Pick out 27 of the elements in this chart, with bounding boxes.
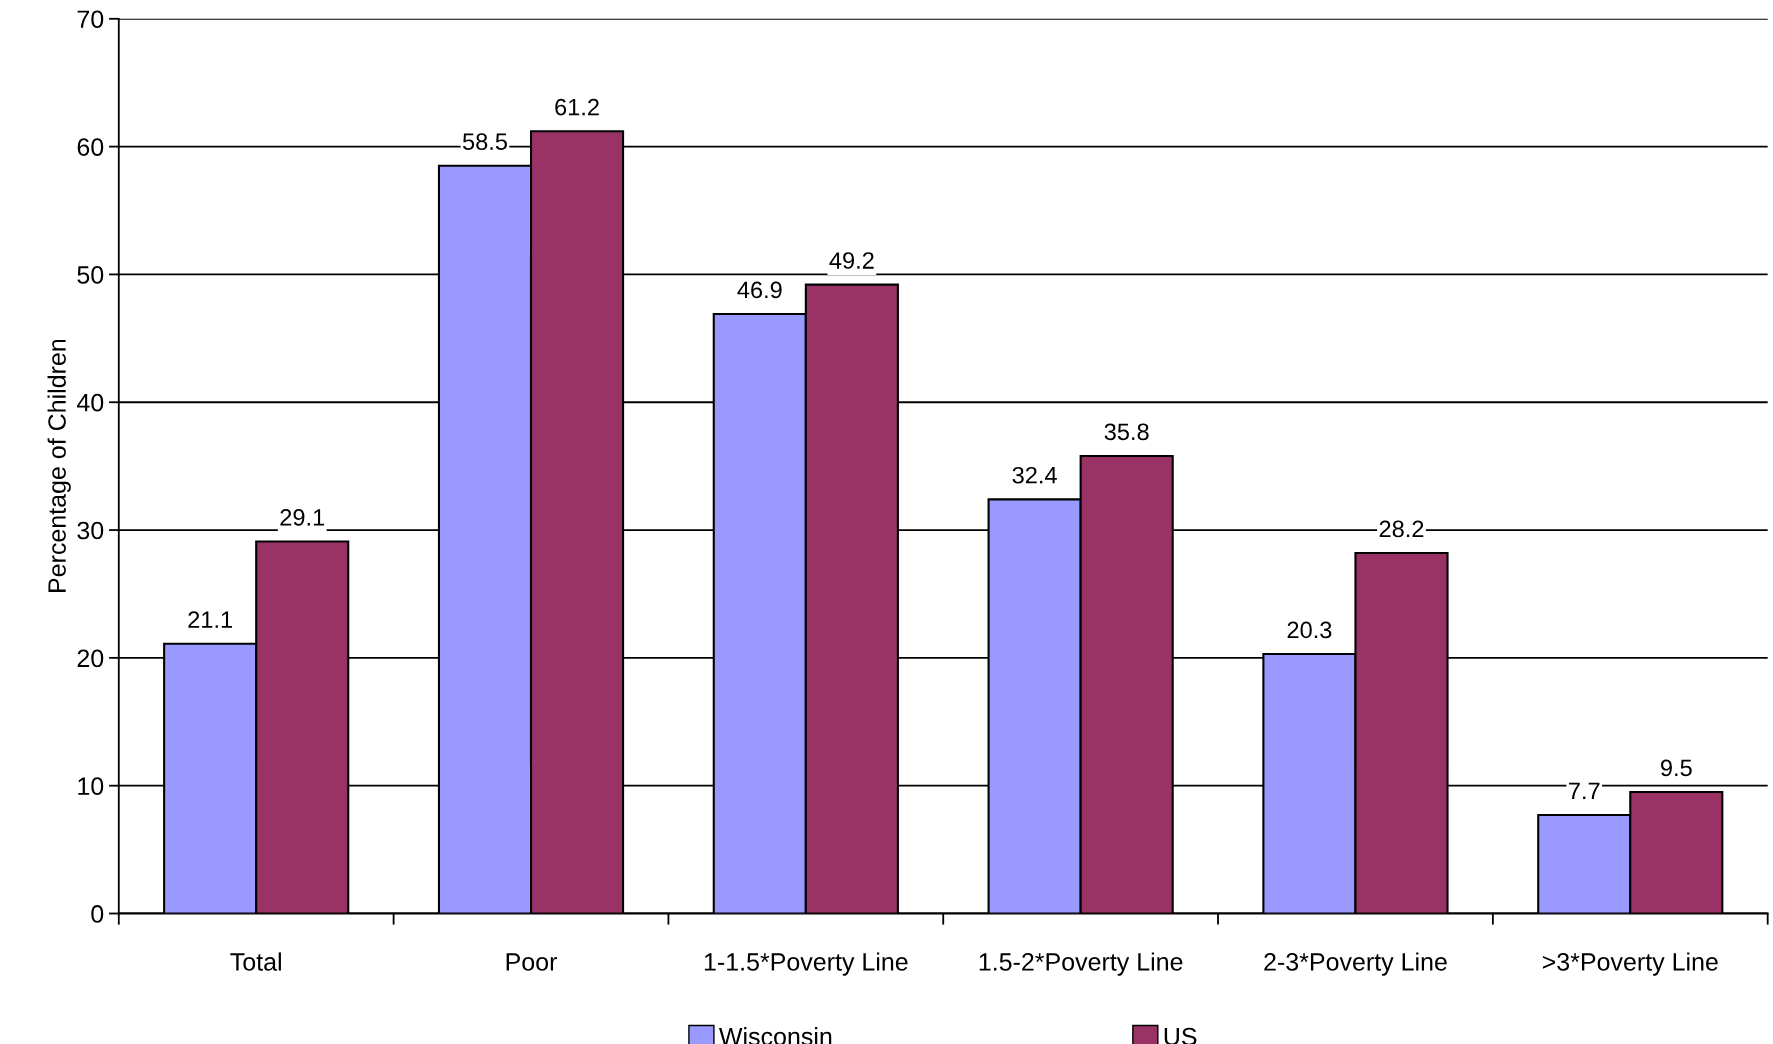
y-tick-label: 10 — [78, 777, 104, 795]
x-tick-label: Poor — [506, 953, 557, 971]
x-tick-label: 1-1.5*Poverty Line — [704, 952, 908, 976]
data-label: 32.4 — [1012, 466, 1057, 484]
y-axis-title: Percentage of Children — [47, 339, 71, 592]
data-label: 9.5 — [1661, 759, 1692, 777]
x-tick-label: 2-3*Poverty Line — [1264, 952, 1447, 976]
data-label: 46.9 — [737, 281, 782, 299]
data-label: 58.5 — [462, 133, 507, 150]
x-tick-label: 1.5-2*Poverty Line — [979, 952, 1183, 976]
data-label: 28.2 — [1379, 520, 1424, 538]
data-label: 21.1 — [188, 611, 232, 628]
y-tick-label: 20 — [77, 649, 104, 668]
y-tick-label: 0 — [91, 905, 104, 923]
x-tick-label: Total — [230, 952, 281, 971]
data-label: 35.8 — [1104, 423, 1149, 441]
y-tick-label: 70 — [77, 10, 104, 29]
x-tick-label: >3*Poverty Line — [1542, 952, 1718, 976]
data-label: 7.7 — [1569, 782, 1600, 800]
y-tick-label: 40 — [76, 393, 104, 412]
y-tick-label: 50 — [77, 266, 104, 284]
data-label: 20.3 — [1287, 621, 1332, 639]
data-label: 29.1 — [280, 509, 325, 526]
data-label: 49.2 — [829, 252, 874, 269]
data-label: 61.2 — [555, 98, 599, 116]
y-tick-label: 30 — [77, 521, 104, 540]
y-tick-label: 60 — [77, 138, 104, 156]
